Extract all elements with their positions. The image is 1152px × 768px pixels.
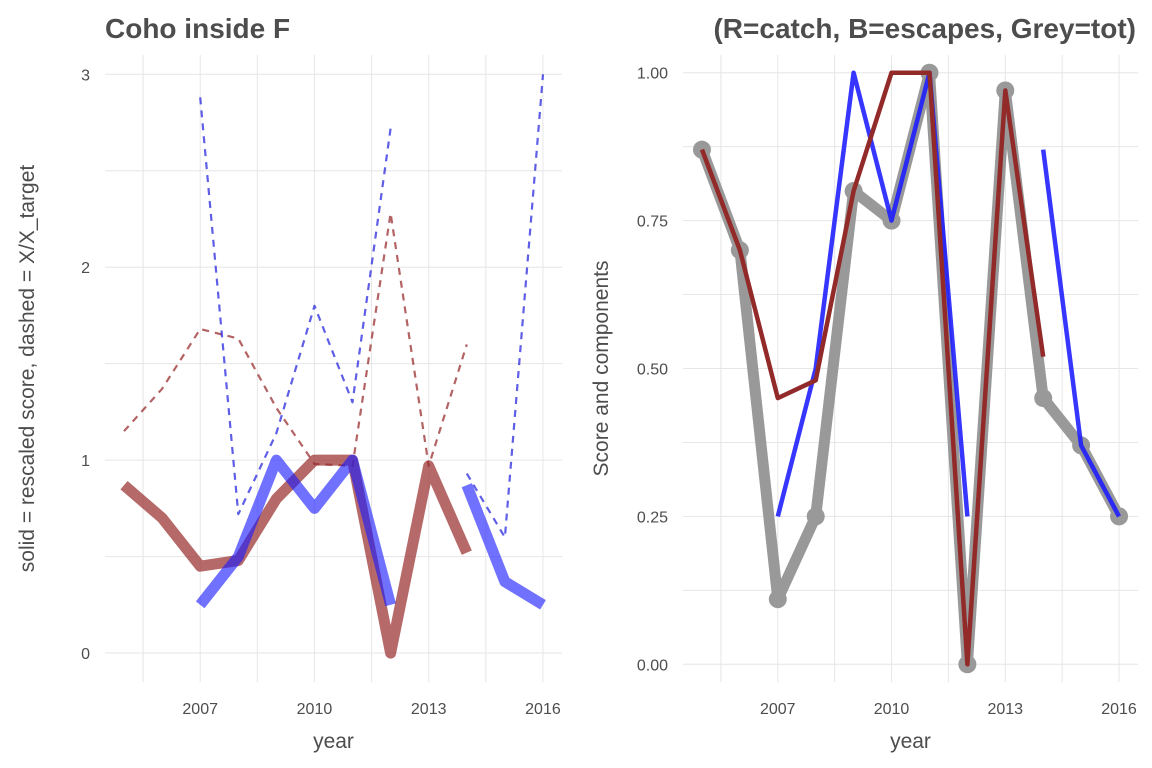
y-tick-label: 1.00 [637,66,668,83]
gridlines [105,55,562,682]
x-tick-label: 2013 [411,701,447,718]
y-tick-label: 0.25 [637,509,668,526]
series-1 [123,212,468,467]
chart-panel-2: 2007 2010 2013 2016 0.00 0.25 0.50 0.75 1.00 year… [590,13,1138,753]
series-line [699,70,1046,667]
x-tick-label: 2010 [297,701,333,718]
x-tick-label: 2016 [525,701,561,718]
y-tick-label: 0.50 [637,362,668,379]
y-tick-label: 0.75 [637,214,668,231]
x-tick-label: 2010 [874,701,910,718]
y-tick-label: 2 [81,260,90,277]
series-line [465,74,545,539]
y-tick-label: 3 [81,67,90,84]
series-4 [195,454,546,610]
x-tick-label: 2007 [182,701,218,718]
series-line [461,483,546,610]
x-axis-title: year [890,730,931,753]
series-2 [199,74,545,539]
y-axis-title: solid = rescaled score, dashed = X/X_tar… [16,165,39,573]
series-line [199,97,392,516]
series-point [806,507,825,526]
series-point [1034,389,1053,408]
series-line [123,212,468,467]
chart-panel-1: 2007 2010 2013 2016 0 1 2 3 year solid = rescaled… [16,13,562,753]
series-point [768,590,787,609]
y-tick-label: 1 [81,453,90,470]
x-tick-label: 2007 [760,701,796,718]
series-line [1040,149,1121,518]
x-axis-title: year [313,730,354,753]
y-tick-label: 0.00 [637,657,668,674]
y-tick-label: 0 [81,646,90,663]
series-line [195,454,396,609]
series-3 [699,70,1046,667]
y-axis-title: Score and components [590,261,613,477]
x-tick-label: 2016 [1101,701,1137,718]
chart-title: Coho inside F [105,13,290,44]
chart-title: (R=catch, B=escapes, Grey=tot) [713,13,1136,44]
x-tick-label: 2013 [987,701,1023,718]
